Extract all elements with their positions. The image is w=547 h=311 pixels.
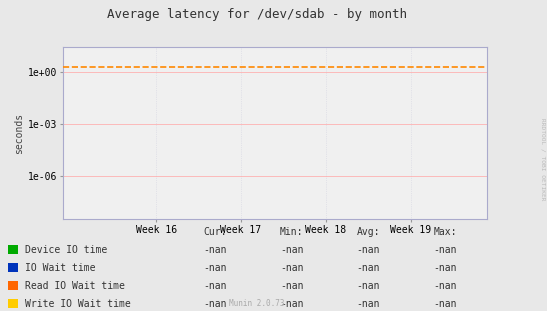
Text: Cur:: Cur: <box>203 227 227 237</box>
Text: Average latency for /dev/sdab - by month: Average latency for /dev/sdab - by month <box>107 8 407 21</box>
Text: -nan: -nan <box>433 281 457 291</box>
Text: -nan: -nan <box>357 263 380 273</box>
Y-axis label: seconds: seconds <box>14 112 24 154</box>
Text: -nan: -nan <box>357 299 380 309</box>
Text: -nan: -nan <box>433 263 457 273</box>
Text: -nan: -nan <box>203 245 227 255</box>
Text: Device IO time: Device IO time <box>25 245 107 255</box>
Text: -nan: -nan <box>433 245 457 255</box>
Text: -nan: -nan <box>433 299 457 309</box>
Text: Avg:: Avg: <box>357 227 380 237</box>
Text: Read IO Wait time: Read IO Wait time <box>25 281 125 291</box>
Text: Max:: Max: <box>433 227 457 237</box>
Text: -nan: -nan <box>280 299 304 309</box>
Text: Write IO Wait time: Write IO Wait time <box>25 299 130 309</box>
Text: Munin 2.0.73: Munin 2.0.73 <box>229 299 285 308</box>
Text: -nan: -nan <box>203 281 227 291</box>
Text: Min:: Min: <box>280 227 304 237</box>
Text: -nan: -nan <box>357 281 380 291</box>
Text: -nan: -nan <box>203 263 227 273</box>
Text: -nan: -nan <box>357 245 380 255</box>
Text: -nan: -nan <box>280 245 304 255</box>
Text: -nan: -nan <box>203 299 227 309</box>
Text: RRDTOOL / TOBI OETIKER: RRDTOOL / TOBI OETIKER <box>540 118 545 201</box>
Text: -nan: -nan <box>280 281 304 291</box>
Text: -nan: -nan <box>280 263 304 273</box>
Text: IO Wait time: IO Wait time <box>25 263 95 273</box>
